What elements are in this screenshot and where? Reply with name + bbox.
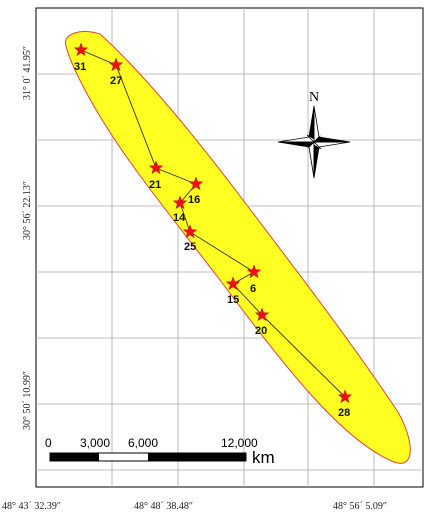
point-label: 31 [74,61,86,73]
point-label: 15 [227,294,239,306]
lat-tick-label: 30° 50´ 10.99″ [22,371,33,430]
star-marker-icon [73,42,89,57]
scale-label-6000: 6,000 [128,436,158,450]
scale-label-12000: 12,000 [221,436,258,450]
sample-point-28[interactable]: 28 [337,389,353,419]
sample-point-31[interactable]: 31 [73,42,89,73]
scale-label-0: 0 [45,436,52,450]
sample-point-21[interactable]: 21 [148,160,164,191]
sample-point-16[interactable]: 16 [188,176,204,206]
point-label: 28 [338,407,350,419]
sample-point-20[interactable]: 20 [254,307,270,337]
scale-segment [148,453,246,461]
star-marker-icon [254,307,270,322]
route-line [80,49,346,398]
sample-points: 31 27 21 16 14 25 6 15 [73,42,353,419]
north-arrow: N [277,90,351,179]
star-marker-icon [172,195,188,210]
lon-tick-label: 48° 43´ 32.39″ [2,501,61,512]
star-marker-icon [182,224,198,239]
scale-unit: km [252,448,275,467]
sample-point-15[interactable]: 15 [225,276,241,306]
point-label: 6 [250,283,256,295]
lat-tick-label: 31° 0´ 41.95″ [22,46,33,100]
sample-point-6[interactable]: 6 [246,264,262,295]
sample-point-27[interactable]: 27 [108,57,124,87]
north-label: N [309,90,319,105]
point-label: 27 [110,75,122,87]
scale-bar: 0 3,000 6,000 12,000 km [45,436,275,467]
scale-segment [50,453,99,461]
sample-point-25[interactable]: 25 [182,224,198,253]
star-marker-icon [188,176,204,191]
lon-tick-label: 48° 48´ 38.48″ [134,501,193,512]
star-marker-icon [337,389,353,404]
study-area-zone [64,31,411,464]
star-marker-icon [148,160,164,175]
point-label: 21 [149,179,161,191]
point-label: 16 [188,194,200,206]
point-label: 20 [255,325,267,337]
star-marker-icon [246,264,262,279]
star-marker-icon [108,57,124,72]
point-label: 14 [173,212,186,224]
sample-point-14[interactable]: 14 [172,195,188,224]
star-marker-icon [225,276,241,291]
lat-tick-label: 30° 56´ 22.13″ [22,181,33,240]
scale-label-3000: 3,000 [80,436,110,450]
lon-tick-label: 48° 56´ 5.09″ [333,501,387,512]
point-label: 25 [184,241,196,253]
compass-rose-icon [277,105,351,179]
